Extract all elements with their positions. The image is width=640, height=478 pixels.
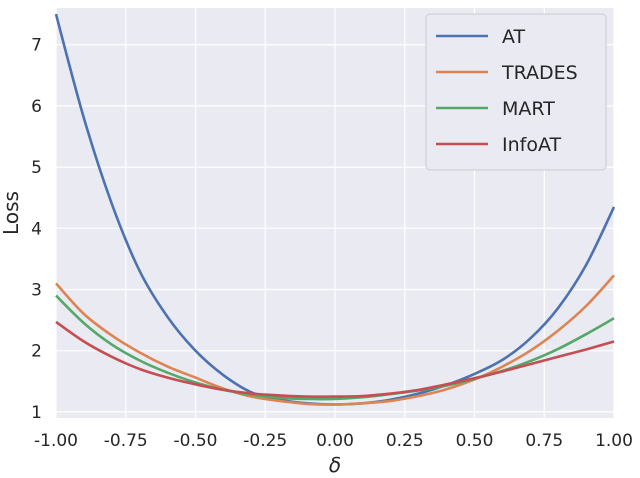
legend: AT TRADES MART InfoAT <box>425 13 607 171</box>
y-tick-label: 7 <box>31 36 42 56</box>
legend-label: MART <box>502 98 555 120</box>
y-tick-label: 1 <box>31 403 42 423</box>
x-axis-label: δ <box>329 453 341 477</box>
x-tick-label: 0.50 <box>456 431 494 451</box>
x-tick-label: 0.75 <box>525 431 563 451</box>
y-tick-label: 2 <box>31 342 42 362</box>
y-tick-label: 3 <box>31 280 42 300</box>
x-tick-label: 1.00 <box>595 431 633 451</box>
legend-box <box>425 13 607 171</box>
x-tick-labels: -1.00 -0.75 -0.50 -0.25 0.00 0.25 0.50 0.75 1.00 <box>34 431 633 451</box>
y-tick-label: 4 <box>31 219 42 239</box>
x-tick-label: 0.00 <box>316 431 354 451</box>
x-tick-label: -0.25 <box>243 431 287 451</box>
series-lines <box>54 13 616 406</box>
series-line-trades <box>55 274 615 406</box>
y-tick-label: 5 <box>31 158 42 178</box>
legend-label: InfoAT <box>502 134 561 156</box>
y-tick-labels: 1 2 3 4 5 6 7 <box>31 36 42 423</box>
x-tick-label: 0.25 <box>386 431 424 451</box>
y-tick-label: 6 <box>31 97 42 117</box>
y-axis-label: Loss <box>0 191 23 235</box>
legend-label: TRADES <box>501 62 578 84</box>
x-tick-label: -0.75 <box>104 431 148 451</box>
series-line-infoat <box>55 320 615 399</box>
series-line-mart <box>55 294 615 401</box>
x-tick-label: -0.50 <box>174 431 218 451</box>
legend-label: AT <box>502 26 526 48</box>
x-tick-label: -1.00 <box>34 431 78 451</box>
